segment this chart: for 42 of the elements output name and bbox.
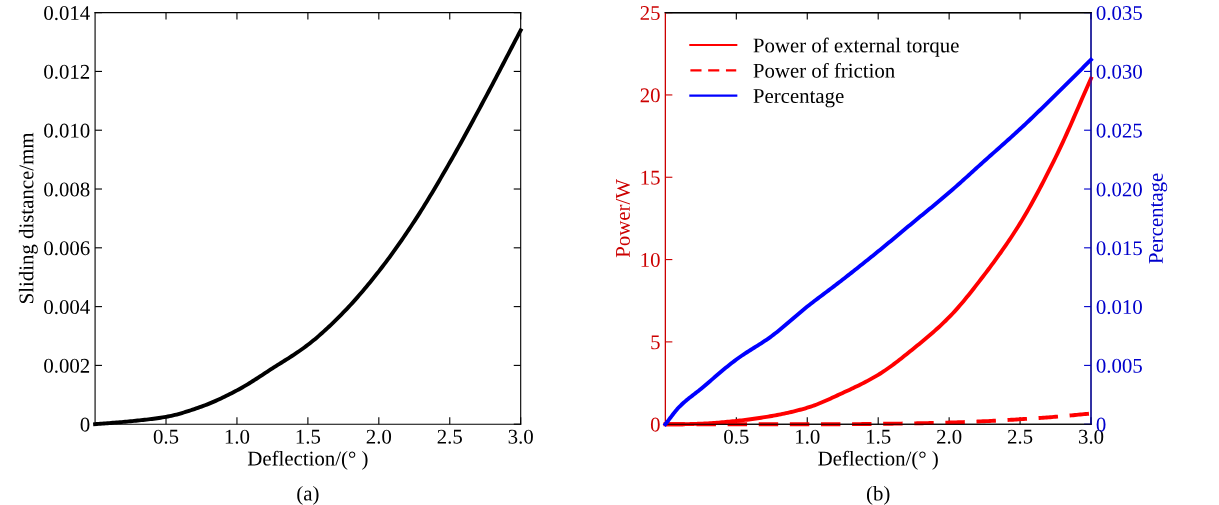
y2-tick-label: 0.005 [1096,358,1142,373]
y-tick-label: 0.010 [44,123,90,138]
y-tick-label: 0.014 [44,6,90,21]
y-tick-label: 0.008 [44,182,90,197]
x-tick-label: 3.0 [508,429,533,444]
legend-label: Power of external torque [753,37,959,57]
x-tick-label: 2.5 [437,429,462,444]
x-tick-label: 1.0 [225,429,250,444]
x-tick-label: 1.5 [867,429,891,444]
y-tick-label: 0.006 [44,241,90,256]
y-tick-label: 0 [80,417,90,432]
x-tick-label: 0.5 [724,429,749,444]
y-tick-label: 0.012 [44,64,90,79]
y2-tick-label: 0.015 [1096,241,1142,256]
y2-tick-label: 0.030 [1096,64,1142,79]
y2-tick-label: 0.020 [1096,182,1142,197]
y-tick-label: 0 [650,417,660,432]
y-tick-label: 25 [640,6,660,21]
x-tick-label: 1.5 [296,429,321,444]
y-tick-label: 10 [641,252,660,267]
x-tick-label: 2.5 [1007,429,1033,444]
y-tick-label: 5 [651,335,660,350]
y-tick-label: 0.004 [44,299,90,315]
y-tick-label: 20 [640,88,660,103]
y2-axis-title: Percentage [1149,173,1168,264]
legend-label: Power of friction [753,62,895,78]
x-axis-title: Deflection/(° ) [818,450,938,470]
x-tick-label: 2.0 [366,429,392,444]
y-axis-title: Sliding distance/mm [18,132,38,303]
y2-tick-label: 0.025 [1096,123,1142,138]
x-tick-label: 2.0 [937,429,962,444]
y-axis-title: Power/W [615,179,631,258]
legend-label: Percentage [753,89,844,108]
y2-tick-label: 0.035 [1096,6,1142,21]
x-tick-label: 1.0 [796,429,820,444]
y-tick-label: 0.002 [44,358,90,373]
y2-tick-label: 0.010 [1096,299,1142,315]
text: (b) [866,485,890,505]
text: (a) [297,485,319,505]
y-tick-label: 15 [641,170,660,185]
x-axis-title: Deflection/(° ) [247,450,368,470]
x-tick-label: 0.5 [153,429,179,444]
